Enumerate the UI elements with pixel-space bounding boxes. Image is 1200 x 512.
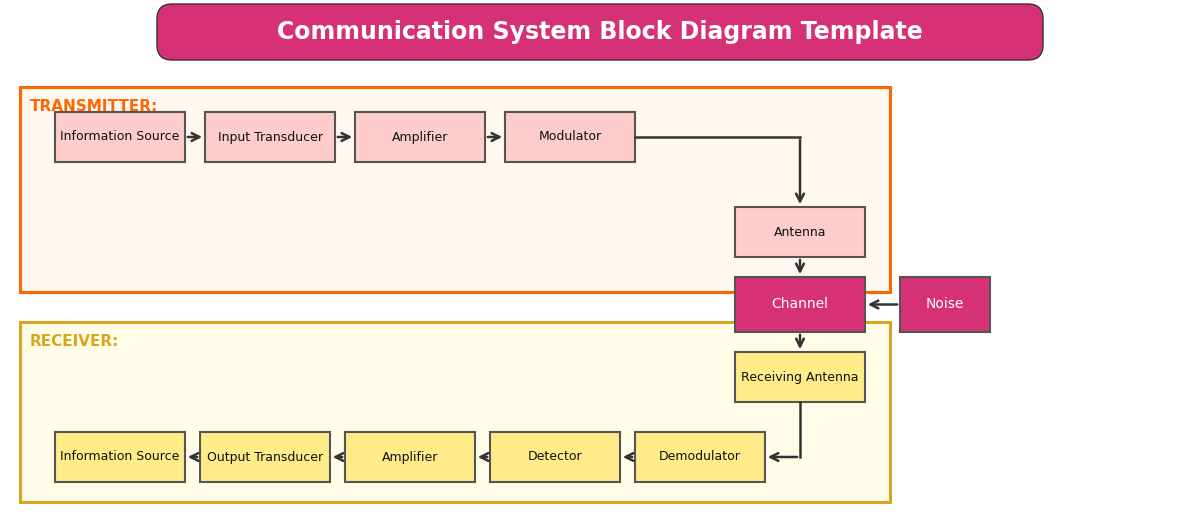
Bar bbox=[900, 277, 990, 332]
Text: Information Source: Information Source bbox=[60, 131, 180, 143]
Text: Antenna: Antenna bbox=[774, 225, 827, 239]
Bar bbox=[200, 432, 330, 482]
Bar bbox=[734, 207, 865, 257]
Bar bbox=[734, 352, 865, 402]
Text: Amplifier: Amplifier bbox=[382, 451, 438, 463]
Bar bbox=[205, 112, 335, 162]
Text: Receiving Antenna: Receiving Antenna bbox=[742, 371, 859, 383]
Bar bbox=[734, 277, 865, 332]
Text: RECEIVER:: RECEIVER: bbox=[30, 334, 119, 349]
Text: Channel: Channel bbox=[772, 297, 828, 311]
Bar bbox=[346, 432, 475, 482]
Text: Demodulator: Demodulator bbox=[659, 451, 740, 463]
Bar bbox=[490, 432, 620, 482]
Bar bbox=[55, 112, 185, 162]
Text: Information Source: Information Source bbox=[60, 451, 180, 463]
Bar bbox=[505, 112, 635, 162]
Bar bbox=[355, 112, 485, 162]
Bar bbox=[55, 432, 185, 482]
Text: Communication System Block Diagram Template: Communication System Block Diagram Templ… bbox=[277, 20, 923, 44]
Text: Modulator: Modulator bbox=[539, 131, 601, 143]
Text: TRANSMITTER:: TRANSMITTER: bbox=[30, 99, 158, 114]
Bar bbox=[20, 87, 890, 292]
Text: Output Transducer: Output Transducer bbox=[206, 451, 323, 463]
Bar bbox=[635, 432, 766, 482]
Text: Noise: Noise bbox=[926, 297, 964, 311]
FancyBboxPatch shape bbox=[157, 4, 1043, 60]
Text: Input Transducer: Input Transducer bbox=[217, 131, 323, 143]
Text: Amplifier: Amplifier bbox=[392, 131, 448, 143]
Text: Detector: Detector bbox=[528, 451, 582, 463]
Bar bbox=[20, 322, 890, 502]
